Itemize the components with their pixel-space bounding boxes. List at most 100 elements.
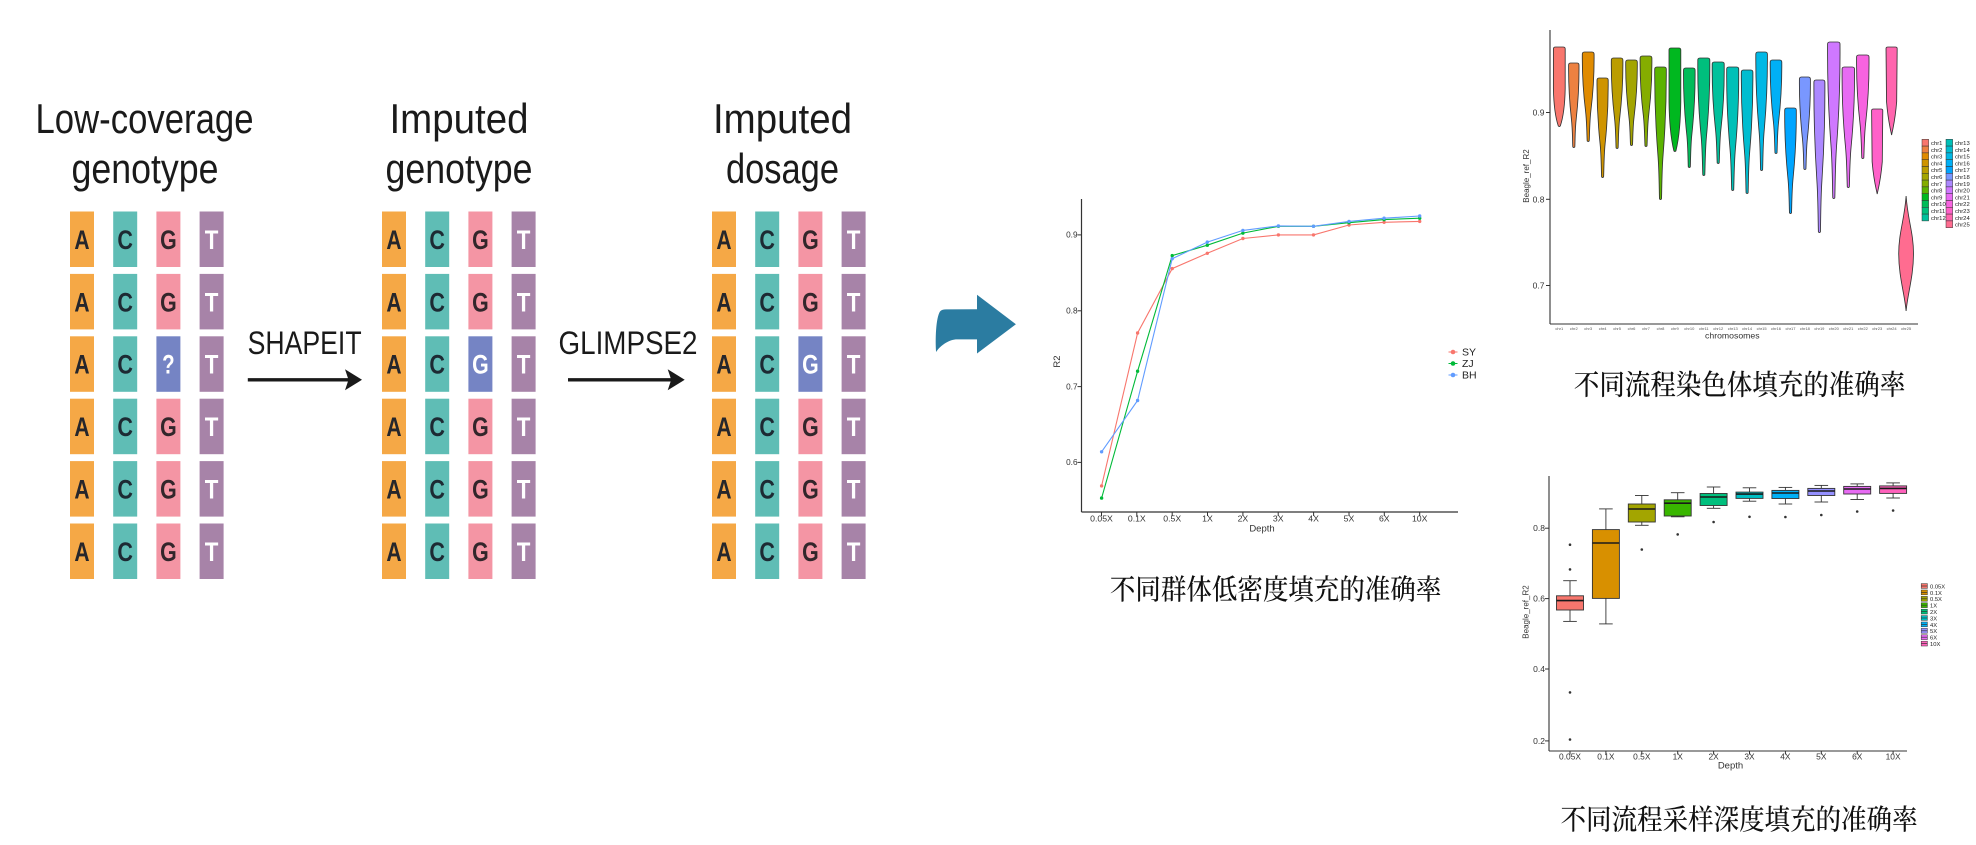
svg-text:chr17: chr17 <box>1785 326 1796 331</box>
svg-text:G: G <box>472 412 489 442</box>
svg-text:C: C <box>117 537 133 567</box>
svg-text:GLIMPSE2: GLIMPSE2 <box>559 325 698 361</box>
svg-text:chr8: chr8 <box>1657 326 1666 331</box>
svg-text:chr16: chr16 <box>1771 326 1782 331</box>
svg-text:A: A <box>386 537 401 567</box>
svg-text:chr15: chr15 <box>1955 155 1970 161</box>
svg-text:A: A <box>386 225 401 255</box>
svg-text:0.4: 0.4 <box>1533 664 1545 674</box>
svg-text:T: T <box>847 225 861 255</box>
svg-text:chr24: chr24 <box>1955 216 1970 222</box>
svg-text:C: C <box>429 474 445 504</box>
svg-text:A: A <box>74 474 89 504</box>
svg-text:A: A <box>716 474 731 504</box>
svg-text:1X: 1X <box>1202 514 1213 524</box>
svg-text:C: C <box>759 225 775 255</box>
svg-text:chr5: chr5 <box>1613 326 1622 331</box>
svg-text:A: A <box>74 225 89 255</box>
svg-text:A: A <box>74 412 89 442</box>
svg-text:dosage: dosage <box>726 145 839 192</box>
svg-text:6X: 6X <box>1379 514 1390 524</box>
svg-text:chr7: chr7 <box>1931 182 1942 188</box>
svg-text:0.9: 0.9 <box>1066 231 1078 240</box>
svg-text:T: T <box>517 537 531 567</box>
svg-text:4X: 4X <box>1308 514 1319 524</box>
svg-text:Low-coverage: Low-coverage <box>36 95 254 142</box>
svg-text:chr22: chr22 <box>1858 326 1869 331</box>
svg-text:C: C <box>759 412 775 442</box>
svg-text:C: C <box>117 474 133 504</box>
svg-text:chr1: chr1 <box>1555 326 1564 331</box>
svg-text:G: G <box>160 225 177 255</box>
svg-text:G: G <box>802 350 819 380</box>
svg-text:T: T <box>847 474 861 504</box>
svg-text:chr3: chr3 <box>1931 155 1943 161</box>
svg-text:chr16: chr16 <box>1955 161 1970 167</box>
svg-text:G: G <box>802 412 819 442</box>
svg-text:A: A <box>386 350 401 380</box>
svg-text:Depth: Depth <box>1718 761 1743 772</box>
svg-text:G: G <box>160 537 177 567</box>
svg-text:A: A <box>716 225 731 255</box>
svg-text:0.7: 0.7 <box>1533 281 1545 291</box>
svg-text:6X: 6X <box>1852 752 1863 762</box>
svg-text:G: G <box>472 287 489 317</box>
svg-text:G: G <box>472 225 489 255</box>
svg-text:chr9: chr9 <box>1671 326 1680 331</box>
svg-text:chr23: chr23 <box>1955 209 1970 215</box>
svg-text:G: G <box>160 412 177 442</box>
svg-text:10X: 10X <box>1886 752 1901 762</box>
svg-text:C: C <box>429 287 445 317</box>
svg-text:T: T <box>517 350 531 380</box>
svg-text:0.5X: 0.5X <box>1930 597 1942 603</box>
svg-text:Imputed: Imputed <box>713 95 852 142</box>
svg-text:G: G <box>472 350 489 380</box>
svg-text:1X: 1X <box>1930 604 1937 610</box>
svg-text:0.2: 0.2 <box>1533 736 1545 746</box>
svg-text:chr22: chr22 <box>1955 202 1970 208</box>
svg-text:chr13: chr13 <box>1955 141 1970 147</box>
svg-text:chr25: chr25 <box>1955 223 1970 229</box>
svg-text:chr5: chr5 <box>1931 168 1943 174</box>
svg-text:SY: SY <box>1462 347 1476 359</box>
svg-text:0.9: 0.9 <box>1533 108 1545 118</box>
svg-text:T: T <box>205 287 219 317</box>
svg-text:G: G <box>160 287 177 317</box>
svg-text:?: ? <box>162 350 175 380</box>
svg-text:Depth: Depth <box>1249 524 1274 535</box>
svg-text:chr10: chr10 <box>1931 202 1946 208</box>
svg-text:5X: 5X <box>1930 629 1937 635</box>
svg-text:A: A <box>386 287 401 317</box>
svg-text:A: A <box>74 537 89 567</box>
svg-text:0.1X: 0.1X <box>1128 514 1146 524</box>
svg-text:G: G <box>160 474 177 504</box>
svg-text:1X: 1X <box>1673 752 1684 762</box>
svg-text:T: T <box>517 474 531 504</box>
svg-text:T: T <box>205 225 219 255</box>
svg-text:chr18: chr18 <box>1800 326 1811 331</box>
svg-text:C: C <box>117 412 133 442</box>
svg-text:T: T <box>205 537 219 567</box>
svg-text:chr1: chr1 <box>1931 141 1942 147</box>
svg-text:G: G <box>472 474 489 504</box>
svg-text:A: A <box>716 412 731 442</box>
svg-text:chr19: chr19 <box>1955 182 1970 188</box>
svg-text:C: C <box>117 225 133 255</box>
svg-text:C: C <box>429 412 445 442</box>
svg-text:A: A <box>716 537 731 567</box>
svg-text:chr19: chr19 <box>1814 326 1825 331</box>
svg-text:A: A <box>386 474 401 504</box>
svg-text:genotype: genotype <box>386 145 533 192</box>
svg-text:G: G <box>802 287 819 317</box>
svg-text:C: C <box>429 350 445 380</box>
svg-text:C: C <box>759 350 775 380</box>
svg-text:chr15: chr15 <box>1757 326 1768 331</box>
svg-text:chr4: chr4 <box>1931 161 1943 167</box>
svg-text:C: C <box>759 287 775 317</box>
svg-text:chr20: chr20 <box>1829 326 1840 331</box>
svg-text:chr6: chr6 <box>1931 175 1943 181</box>
svg-text:A: A <box>74 350 89 380</box>
svg-text:chr17: chr17 <box>1955 168 1970 174</box>
svg-text:5X: 5X <box>1816 752 1827 762</box>
svg-text:chr23: chr23 <box>1872 326 1883 331</box>
